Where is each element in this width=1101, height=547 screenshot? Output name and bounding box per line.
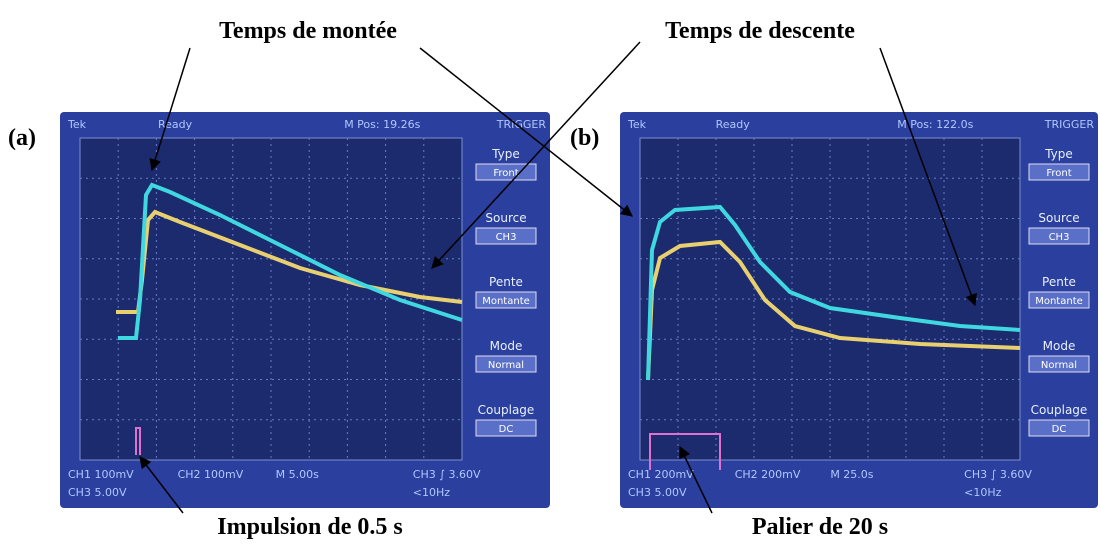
annotation: Temps de descente (665, 18, 855, 44)
menu-value: Normal (1041, 360, 1077, 371)
menu-box (1028, 163, 1090, 181)
menu-value: CH3 (496, 232, 517, 243)
status-text: Ready (158, 118, 193, 131)
channel-text: <10Hz (413, 486, 450, 499)
channel-text: M 5.00s (276, 468, 319, 481)
menu-label: Couplage (1031, 403, 1088, 417)
menu-box (1028, 419, 1090, 437)
channel-text: CH3 ∫ 3.60V (413, 468, 481, 481)
channel-text: CH2 100mV (178, 468, 244, 481)
menu-label: Couplage (478, 403, 535, 417)
oscilloscope-panel: (b) Tek Ready M Pos: 122.0s TRIGGER Type Front… (570, 112, 1098, 508)
menu-box (475, 355, 537, 373)
channel-text: CH1 100mV (68, 468, 134, 481)
annotation: Impulsion de 0.5 s (217, 514, 402, 540)
annotations (139, 41, 977, 514)
panel-label: (a) (8, 125, 36, 151)
status-text: TRIGGER (1044, 118, 1095, 131)
menu-box (475, 227, 537, 245)
menu-value: Normal (488, 360, 524, 371)
menu-label: Type (491, 147, 520, 161)
trace-ch1 (646, 204, 1021, 381)
channel-text: CH2 200mV (735, 468, 801, 481)
arrow (419, 47, 633, 217)
trace-ch3 (649, 433, 721, 470)
panel-label: (b) (570, 125, 599, 151)
channel-text: CH3 ∫ 3.60V (964, 468, 1032, 481)
trace-ch1 (118, 182, 463, 340)
menu-value: CH3 (1049, 232, 1070, 243)
arrow (149, 47, 191, 172)
plot-area (639, 137, 1021, 461)
trace-ch3 (135, 427, 141, 455)
menu-label: Mode (490, 339, 523, 353)
annotation: Temps de montée (219, 18, 397, 44)
menu-box (475, 419, 537, 437)
status-text: Ready (716, 118, 751, 131)
menu-label: Type (1044, 147, 1073, 161)
channel-text: CH3 5.00V (628, 486, 687, 499)
oscilloscope-panel: (a) Tek Ready M Pos: 19.26s TRIGGER Type Front… (8, 112, 550, 508)
menu-label: Source (485, 211, 526, 225)
menu-value: Front (1046, 168, 1071, 179)
trace-ch2 (646, 239, 1021, 381)
menu-box (1028, 227, 1090, 245)
channel-text: <10Hz (964, 486, 1001, 499)
menu-box (475, 291, 537, 309)
menu-label: Mode (1043, 339, 1076, 353)
annotation: Palier de 20 s (752, 514, 888, 540)
menu-value: Front (493, 168, 518, 179)
channel-text: M 25.0s (830, 468, 873, 481)
status-text: TRIGGER (496, 118, 547, 131)
arrow (879, 47, 977, 307)
menu-value: DC (499, 424, 514, 435)
status-text: Tek (627, 118, 647, 131)
menu-box (475, 163, 537, 181)
arrow (679, 445, 713, 514)
menu-value: Montante (1035, 296, 1083, 307)
status-text: M Pos: 122.0s (897, 118, 973, 131)
arrow (431, 41, 641, 269)
status-text: Tek (67, 118, 87, 131)
channel-text: CH3 5.00V (68, 486, 127, 499)
menu-label: Pente (489, 275, 523, 289)
arrow (139, 456, 184, 514)
menu-box (1028, 291, 1090, 309)
menu-label: Pente (1042, 275, 1076, 289)
panels: (a) Tek Ready M Pos: 19.26s TRIGGER Type Front… (8, 112, 1098, 508)
menu-label: Source (1038, 211, 1079, 225)
channel-text: CH1 200mV (628, 468, 694, 481)
menu-box (1028, 355, 1090, 373)
status-text: M Pos: 19.26s (344, 118, 420, 131)
menu-value: Montante (482, 296, 530, 307)
menu-value: DC (1052, 424, 1067, 435)
